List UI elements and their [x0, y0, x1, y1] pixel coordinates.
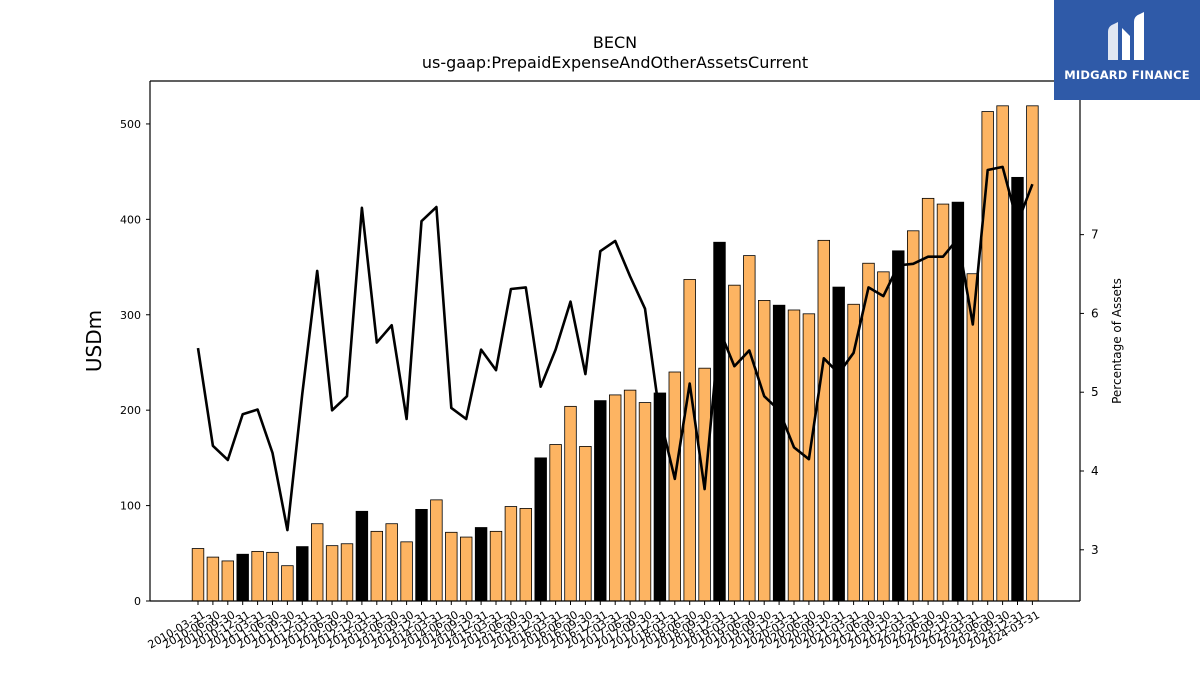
bar-2017-03-31 — [609, 394, 622, 602]
bar-2010-09-30 — [221, 560, 235, 602]
bar-2019-06-30 — [743, 255, 756, 602]
bar-2016-03-31 — [549, 444, 562, 602]
bar-2012-12-31 — [355, 510, 369, 602]
bar-2011-03-31 — [251, 550, 264, 602]
bar-2015-06-30 — [504, 506, 518, 602]
brand-logo: MIDGARD FINANCE — [1054, 0, 1200, 100]
bar-2016-12-31 — [594, 400, 607, 602]
bar-2020-03-31 — [787, 309, 801, 602]
y2-tick-label-4: 4 — [1091, 464, 1099, 478]
midgard-finance-logo-icon — [1108, 12, 1144, 60]
bar-2017-06-30 — [623, 389, 637, 602]
bar-2020-12-31 — [832, 286, 845, 602]
bar-2022-03-31 — [907, 230, 920, 602]
percentage-line-layer — [196, 165, 1034, 532]
bar-2023-12-31 — [1011, 176, 1024, 602]
bar-2014-12-31 — [474, 527, 488, 602]
bar-2017-09-30 — [638, 402, 652, 602]
bar-2020-09-30 — [817, 239, 831, 602]
y-tick-label-500: 500 — [120, 118, 141, 131]
bar-2022-09-30 — [936, 203, 950, 602]
y-tick-label-0: 0 — [134, 595, 141, 608]
bar-2012-09-30 — [340, 543, 354, 602]
bar-2021-12-31 — [892, 250, 905, 602]
bar-2016-09-30 — [579, 446, 592, 602]
y-tick-label-100: 100 — [120, 500, 141, 513]
y2-tick-label-5: 5 — [1091, 385, 1099, 399]
bar-2018-03-31 — [668, 371, 682, 602]
bar-2019-12-31 — [772, 304, 786, 602]
bar-2013-03-31 — [370, 530, 384, 602]
brand-name: MIDGARD FINANCE — [1064, 68, 1190, 82]
bar-2010-06-30 — [206, 556, 220, 602]
bar-2021-09-30 — [877, 271, 890, 602]
bar-2011-06-30 — [266, 551, 279, 602]
bar-2018-12-31 — [713, 241, 726, 602]
y2-tick-label-6: 6 — [1091, 306, 1099, 320]
bar-2018-06-30 — [683, 279, 696, 602]
bar-2010-12-31 — [236, 553, 249, 602]
bar-2012-03-31 — [310, 523, 324, 602]
chart-subtitle: us-gaap:PrepaidExpenseAndOtherAssetsCurr… — [421, 53, 809, 72]
bars — [191, 105, 1039, 602]
bar-2013-12-31 — [415, 508, 428, 602]
bar-2013-09-30 — [400, 541, 413, 602]
bar-2021-06-30 — [862, 262, 875, 602]
y2-tick-label-7: 7 — [1091, 228, 1099, 242]
bar-2017-12-31 — [653, 392, 667, 602]
axes: 0100200300400500345672010-03-312010-06-3… — [120, 80, 1099, 651]
bar-2019-09-30 — [758, 300, 771, 602]
y-tick-label-300: 300 — [120, 309, 141, 322]
bar-2014-09-30 — [459, 536, 473, 602]
bar-2011-12-31 — [296, 546, 309, 602]
bar-2015-12-31 — [534, 457, 547, 602]
chart-title: BECN — [592, 33, 638, 52]
bar-2014-03-31 — [430, 499, 443, 602]
bar-2023-06-30 — [981, 111, 994, 602]
y-tick-label-200: 200 — [120, 404, 141, 417]
bar-2016-06-30 — [564, 405, 577, 602]
bar-2010-03-31 — [191, 548, 205, 602]
bar-2019-03-31 — [728, 284, 741, 602]
bar-2024-03-31 — [1026, 105, 1039, 602]
bar-2012-06-30 — [325, 545, 339, 602]
bar-2013-06-30 — [385, 523, 398, 602]
y2-tick-label-3: 3 — [1091, 543, 1099, 557]
y-axis-label: USDm — [82, 310, 106, 372]
bar-2015-09-30 — [519, 508, 533, 602]
bar-2015-03-31 — [489, 530, 503, 602]
percentage-of-assets-line — [196, 165, 1034, 532]
y-tick-label-400: 400 — [120, 213, 141, 226]
y2-axis-label: Percentage of Assets — [1110, 278, 1124, 404]
bar-2011-09-30 — [281, 565, 294, 602]
bar-2014-06-30 — [445, 531, 458, 602]
